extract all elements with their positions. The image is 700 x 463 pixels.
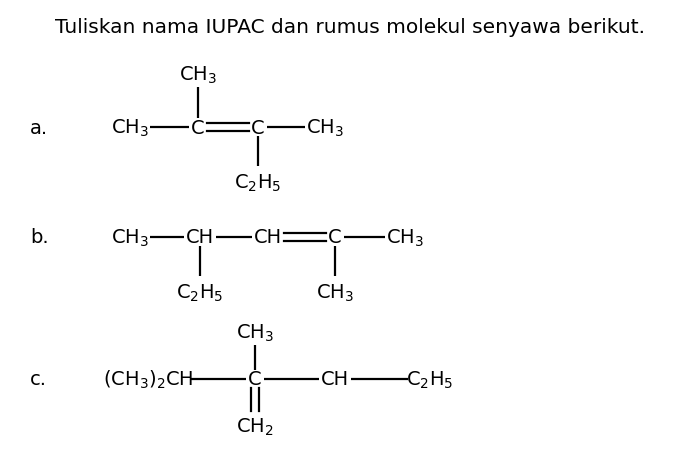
Text: Tuliskan nama IUPAC dan rumus molekul senyawa berikut.: Tuliskan nama IUPAC dan rumus molekul se… (55, 18, 645, 37)
Text: $\mathregular{CH_3}$: $\mathregular{CH_3}$ (316, 282, 354, 303)
Text: $\mathregular{CH_3}$: $\mathregular{CH_3}$ (236, 322, 274, 343)
Text: $\mathregular{CH_3}$: $\mathregular{CH_3}$ (179, 64, 217, 86)
Text: a.: a. (30, 118, 48, 137)
Text: $\mathregular{CH_2}$: $\mathregular{CH_2}$ (236, 415, 274, 437)
Text: $\mathregular{CH_3}$: $\mathregular{CH_3}$ (306, 117, 344, 138)
Text: $\mathregular{CH_3}$: $\mathregular{CH_3}$ (386, 227, 424, 248)
Text: C: C (251, 118, 265, 137)
Text: $\mathregular{CH_3}$: $\mathregular{CH_3}$ (111, 117, 149, 138)
Text: $\mathregular{C_2H_5}$: $\mathregular{C_2H_5}$ (406, 369, 454, 390)
Text: c.: c. (30, 369, 47, 388)
Text: CH: CH (186, 228, 214, 247)
Text: CH: CH (321, 369, 349, 388)
Text: $\mathregular{C_2H_5}$: $\mathregular{C_2H_5}$ (176, 282, 224, 303)
Text: $\mathregular{C_2H_5}$: $\mathregular{C_2H_5}$ (234, 172, 281, 193)
Text: $\mathregular{CH_3}$: $\mathregular{CH_3}$ (111, 227, 149, 248)
Text: C: C (248, 369, 262, 388)
Text: C: C (328, 228, 342, 247)
Text: C: C (191, 118, 205, 137)
Text: $\mathregular{(CH_3)_2CH}$: $\mathregular{(CH_3)_2CH}$ (103, 368, 193, 390)
Text: b.: b. (30, 228, 48, 247)
Text: CH: CH (254, 228, 282, 247)
